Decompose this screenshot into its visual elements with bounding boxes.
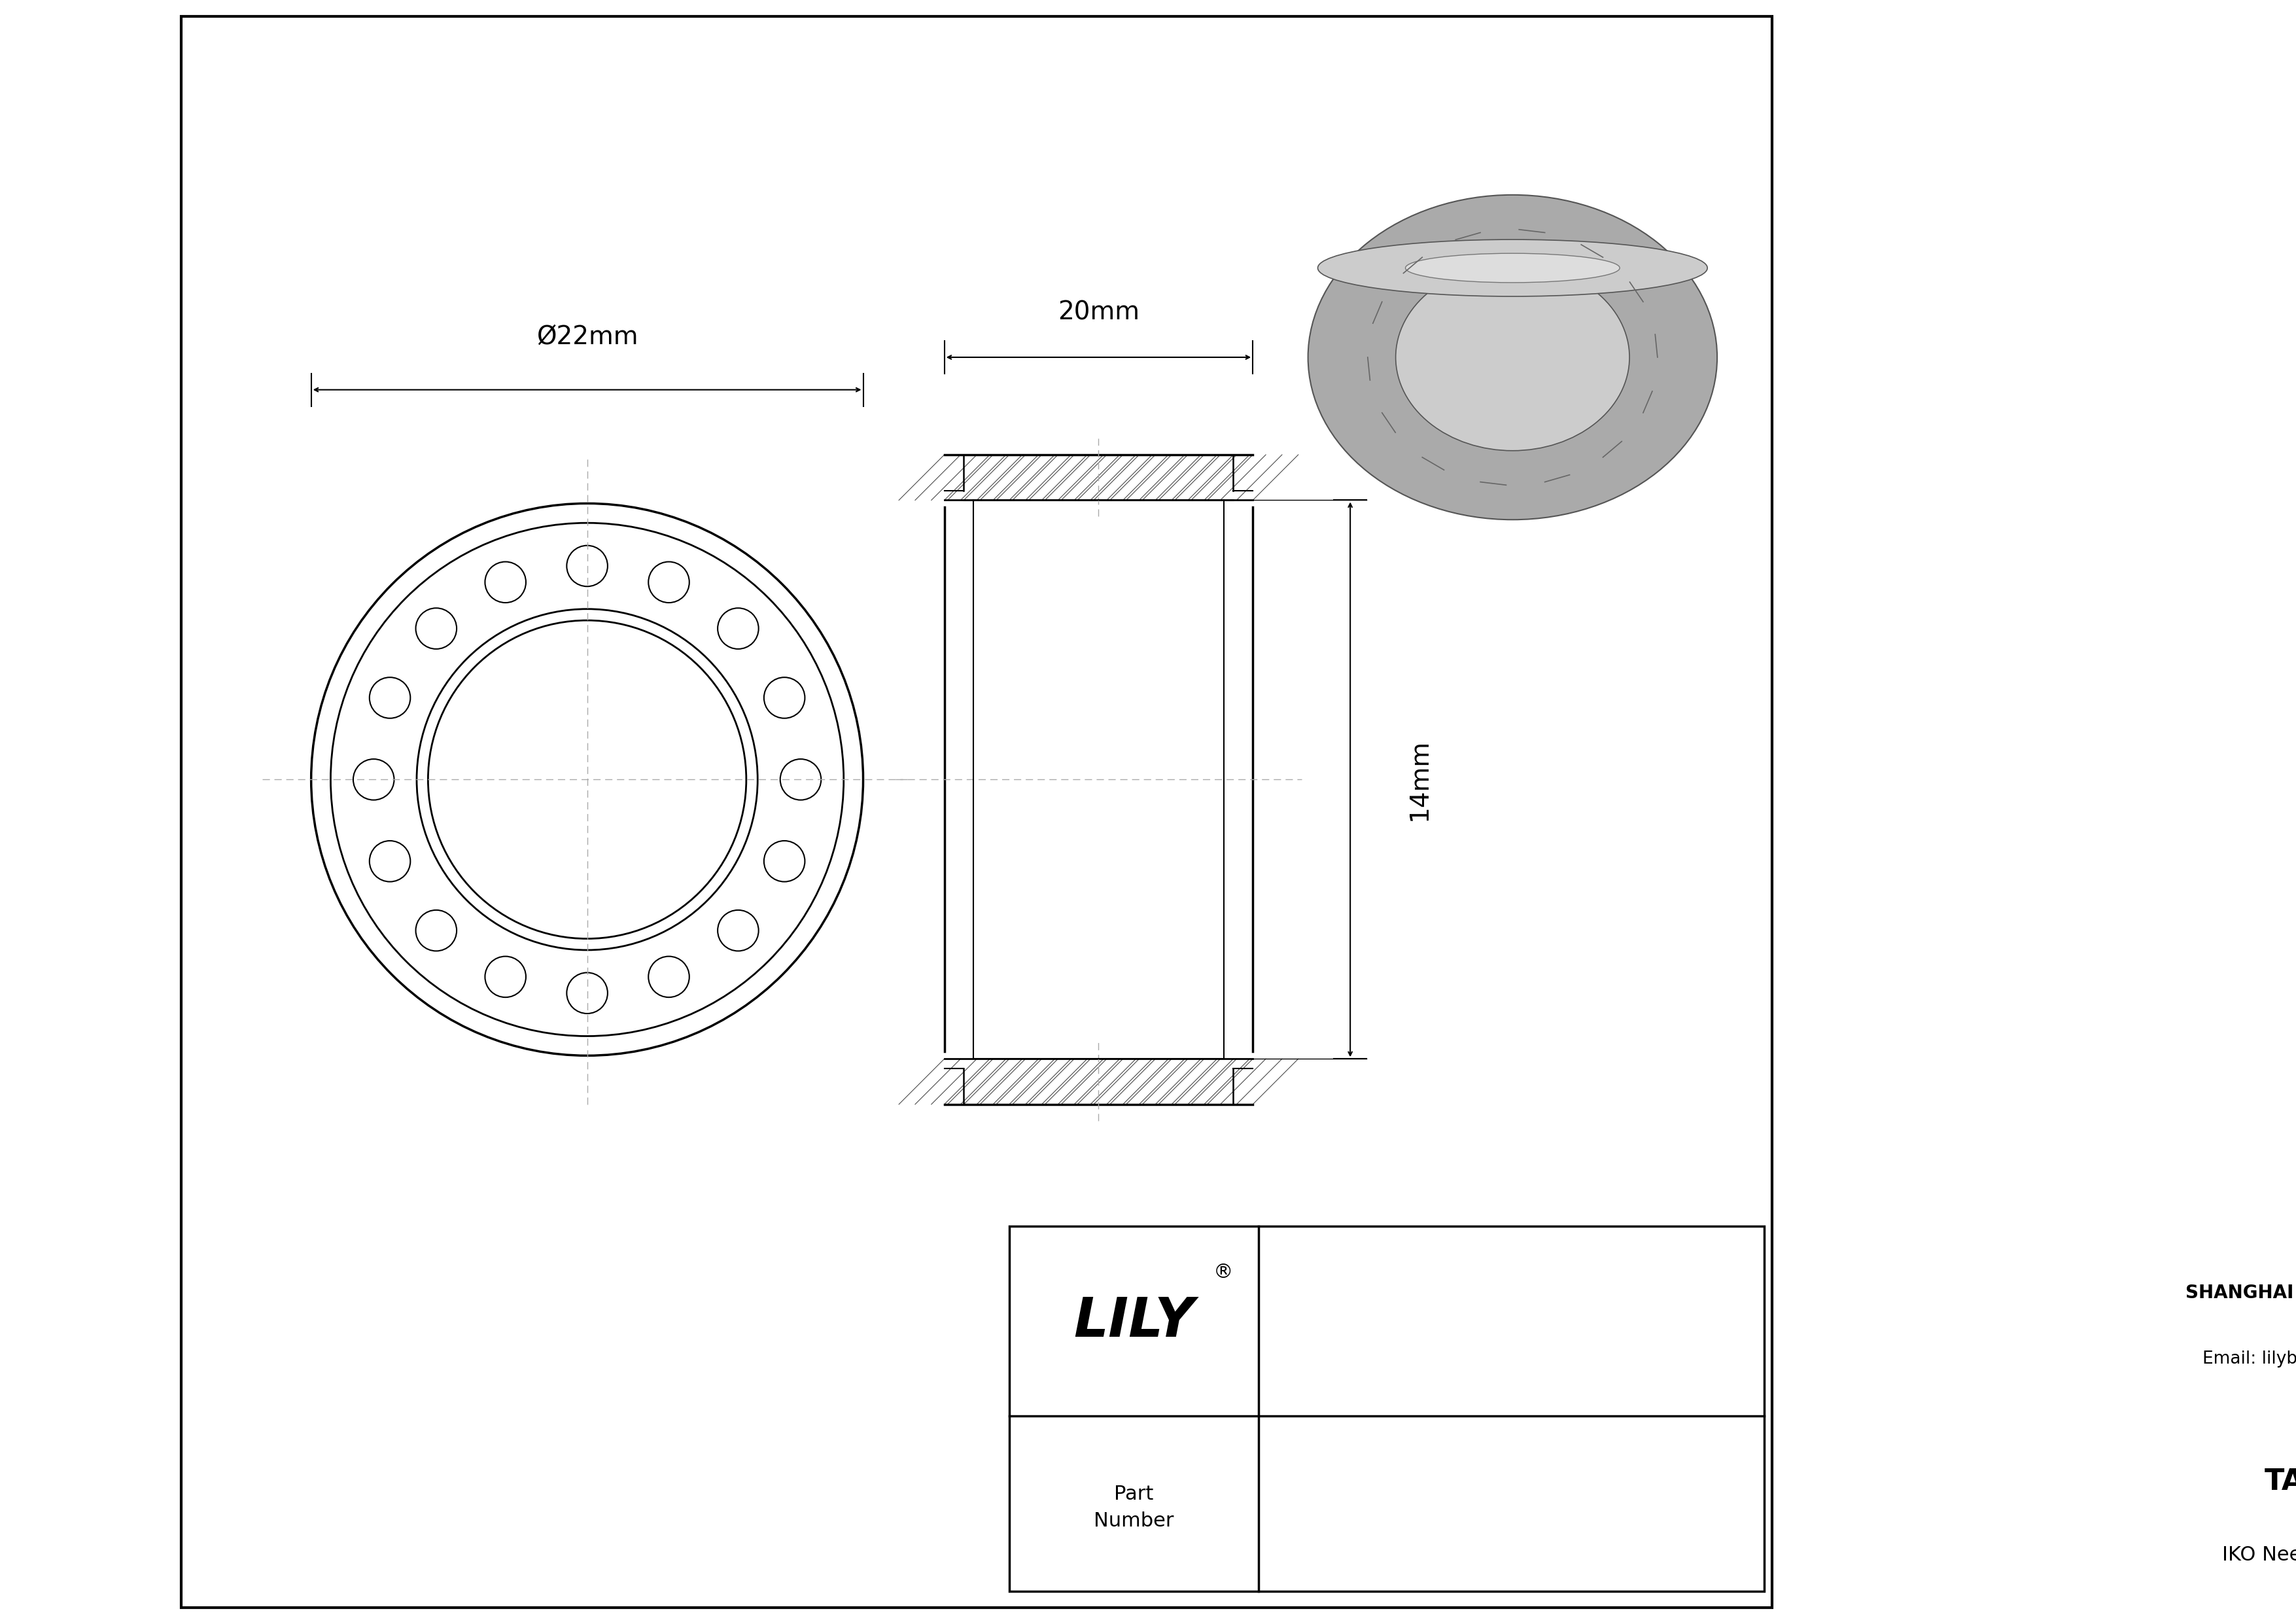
Circle shape (370, 841, 411, 882)
Circle shape (765, 677, 806, 718)
Ellipse shape (1309, 195, 1717, 520)
Circle shape (567, 546, 608, 586)
Circle shape (416, 909, 457, 952)
Circle shape (484, 562, 526, 603)
Circle shape (370, 677, 411, 718)
Circle shape (484, 957, 526, 997)
Ellipse shape (1396, 263, 1630, 450)
Text: LILY: LILY (1075, 1294, 1194, 1348)
Circle shape (765, 841, 806, 882)
Text: 14mm: 14mm (1407, 739, 1433, 820)
Bar (1010, 1226, 1763, 1592)
Circle shape (354, 758, 395, 801)
Text: Part
Number: Part Number (1093, 1484, 1173, 1530)
Text: SHANGHAI LILY BEARING LIMITED: SHANGHAI LILY BEARING LIMITED (2186, 1283, 2296, 1302)
Circle shape (647, 957, 689, 997)
Bar (944, 455, 1254, 500)
Circle shape (567, 973, 608, 1013)
Circle shape (781, 758, 822, 801)
Text: 20mm: 20mm (1058, 300, 1139, 325)
Ellipse shape (1405, 253, 1619, 283)
Circle shape (647, 562, 689, 603)
Ellipse shape (1318, 239, 1708, 296)
Circle shape (719, 607, 758, 650)
Circle shape (719, 909, 758, 952)
Text: ®: ® (1212, 1263, 1233, 1281)
Text: Email: lilybearing@lily-bearing.com: Email: lilybearing@lily-bearing.com (2202, 1351, 2296, 1367)
Text: IKO Needle Roller Bearings: IKO Needle Roller Bearings (2223, 1546, 2296, 1564)
Text: Ø22mm: Ø22mm (537, 325, 638, 349)
Text: TAF142220: TAF142220 (2264, 1468, 2296, 1496)
Circle shape (416, 607, 457, 650)
